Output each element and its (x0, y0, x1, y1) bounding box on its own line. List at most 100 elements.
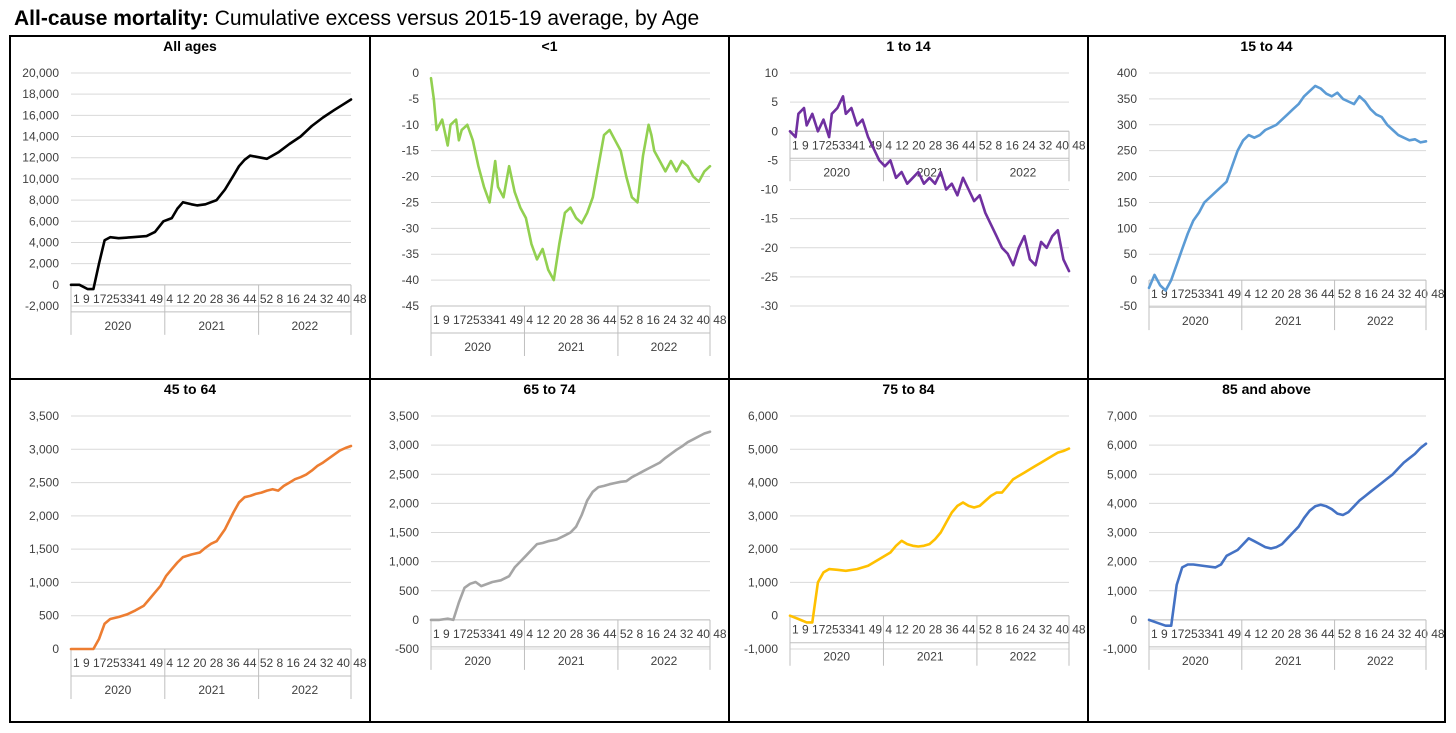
chart-svg: 65 to 74 -500 0 500 1,000 1,500 2,000 2,500 3,00… (389, 381, 727, 670)
data-line (788, 447, 1071, 624)
year-label: 2021 (558, 654, 585, 668)
y-tick-label: 300 (1117, 118, 1137, 132)
y-tick-label: 14,000 (22, 130, 59, 144)
chart-panel-7: 75 to 84 -1,000 0 1,000 2,000 3,000 4,000 5,000… (730, 380, 1089, 723)
year-label: 2021 (198, 319, 225, 333)
y-tick-label: -30 (402, 221, 420, 235)
y-tick-label: -15 (761, 212, 779, 226)
y-tick-label: 1,000 (1107, 584, 1137, 598)
x-week-labels: 1 9 17253341 49 4 12 20 28 36 44 52 8 16… (1151, 287, 1444, 301)
y-tick-label: -50 (1120, 299, 1138, 313)
y-tick-label: 50 (1124, 247, 1138, 261)
year-label: 2021 (1275, 654, 1302, 668)
year-label: 2022 (291, 683, 318, 697)
y-tick-label: 100 (1117, 221, 1137, 235)
year-label: 2021 (917, 650, 944, 664)
year-label: 2020 (1182, 314, 1209, 328)
y-tick-label: 3,000 (748, 509, 778, 523)
y-tick-label: 150 (1117, 195, 1137, 209)
data-line (429, 76, 712, 282)
y-tick-label: 2,000 (748, 542, 778, 556)
y-tick-label: 2,000 (29, 257, 59, 271)
year-label: 2022 (1367, 314, 1394, 328)
y-tick-label: -15 (402, 144, 420, 158)
y-tick-label: 1,000 (748, 575, 778, 589)
page-title-rest: Cumulative excess versus 2015-19 average… (208, 7, 700, 30)
year-label: 2021 (558, 340, 585, 354)
chart-title: 85 and above (1222, 381, 1311, 397)
year-label: 2020 (105, 319, 132, 333)
page-title-bold: All-cause mortality: (14, 7, 209, 30)
y-tick-label: 1,500 (29, 542, 59, 556)
chart-panel-1: All ages -2,000 0 2,000 4,000 6,000 8,000 10,00… (11, 37, 371, 380)
y-tick-label: 10,000 (22, 172, 59, 186)
chart-title: 1 to 14 (886, 38, 931, 54)
y-tick-label: 8,000 (29, 193, 59, 207)
y-tick-label: 0 (1130, 613, 1137, 627)
y-tick-label: -20 (761, 241, 779, 255)
y-tick-label: 0 (771, 124, 778, 138)
y-tick-label: 2,500 (389, 467, 419, 481)
y-tick-label: 0 (52, 642, 59, 656)
chart-svg: 75 to 84 -1,000 0 1,000 2,000 3,000 4,000 5,000… (744, 381, 1086, 666)
y-tick-label: 1,000 (389, 555, 419, 569)
year-label: 2021 (198, 683, 225, 697)
y-tick-label: 5,000 (748, 442, 778, 456)
y-tick-label: 5 (771, 95, 778, 109)
year-label: 2020 (105, 683, 132, 697)
year-label: 2021 (917, 165, 944, 179)
y-tick-label: 3,500 (29, 409, 59, 423)
y-tick-label: 2,000 (1107, 555, 1137, 569)
y-tick-label: -10 (761, 183, 779, 197)
chart-title: <1 (542, 38, 558, 54)
y-tick-label: 400 (1117, 66, 1137, 80)
year-label: 2020 (823, 650, 850, 664)
y-tick-label: 200 (1117, 170, 1137, 184)
chart-title: 45 to 64 (164, 381, 216, 397)
y-tick-label: 20,000 (22, 66, 59, 80)
y-tick-label: 12,000 (22, 151, 59, 165)
chart-title: 75 to 84 (882, 381, 934, 397)
y-tick-label: 0 (52, 278, 59, 292)
x-week-labels: 1 9 17253341 49 4 12 20 28 36 44 52 8 16… (792, 138, 1086, 152)
chart-panel-6: 65 to 74 -500 0 500 1,000 1,500 2,000 2,500 3,00… (371, 380, 730, 723)
x-week-labels: 1 9 17253341 49 4 12 20 28 36 44 52 8 16… (1151, 627, 1444, 641)
y-tick-label: -5 (408, 92, 419, 106)
x-week-labels: 1 9 17253341 49 4 12 20 28 36 44 52 8 16… (73, 292, 367, 306)
data-line (69, 98, 353, 291)
y-tick-label: 1,500 (389, 526, 419, 540)
y-tick-label: 6,000 (1107, 438, 1137, 452)
year-label: 2022 (651, 340, 678, 354)
y-tick-label: 500 (399, 584, 419, 598)
chart-grid: All ages -2,000 0 2,000 4,000 6,000 8,000 10,00… (9, 35, 1446, 723)
chart-svg: <1 -45 -40 -35 -30 -25 -20 -15 -10 -5 0 1 9 1725334… (402, 38, 727, 356)
x-week-labels: 1 9 17253341 49 4 12 20 28 36 44 52 8 16… (433, 313, 727, 327)
data-line (69, 444, 353, 651)
chart-title: All ages (163, 38, 217, 54)
y-tick-label: 3,000 (29, 442, 59, 456)
y-tick-label: 16,000 (22, 108, 59, 122)
y-tick-label: 0 (771, 609, 778, 623)
y-tick-label: -10 (402, 118, 420, 132)
y-tick-label: 1,000 (29, 575, 59, 589)
chart-panel-4: 15 to 44 -50 0 50 100 150 200 250 300 350 400 1 9 1… (1089, 37, 1446, 380)
x-week-labels: 1 9 17253341 49 4 12 20 28 36 44 52 8 16… (433, 627, 727, 641)
y-tick-label: 350 (1117, 92, 1137, 106)
y-tick-label: 2,500 (29, 476, 59, 490)
year-label: 2021 (1275, 314, 1302, 328)
chart-svg: 1 to 14 -30 -25 -20 -15 -10 -5 0 5 10 1 9 17253341… (761, 38, 1086, 313)
y-tick-label: 500 (39, 609, 59, 623)
y-tick-label: 10 (765, 66, 779, 80)
data-line (788, 94, 1071, 273)
y-tick-label: -500 (395, 642, 419, 656)
y-tick-label: 250 (1117, 144, 1137, 158)
y-tick-label: -25 (761, 270, 779, 284)
year-label: 2022 (651, 654, 678, 668)
page-title: All-cause mortality: Cumulative excess v… (14, 5, 699, 33)
chart-panel-5: 45 to 64 0 500 1,000 1,500 2,000 2,500 3,000 3,5… (11, 380, 371, 723)
y-tick-label: 4,000 (1107, 496, 1137, 510)
y-tick-label: 4,000 (748, 476, 778, 490)
x-week-labels: 1 9 17253341 49 4 12 20 28 36 44 52 8 16… (792, 623, 1086, 637)
data-line (1147, 442, 1428, 627)
chart-svg: 15 to 44 -50 0 50 100 150 200 250 300 350 400 1 9 1… (1117, 38, 1444, 331)
